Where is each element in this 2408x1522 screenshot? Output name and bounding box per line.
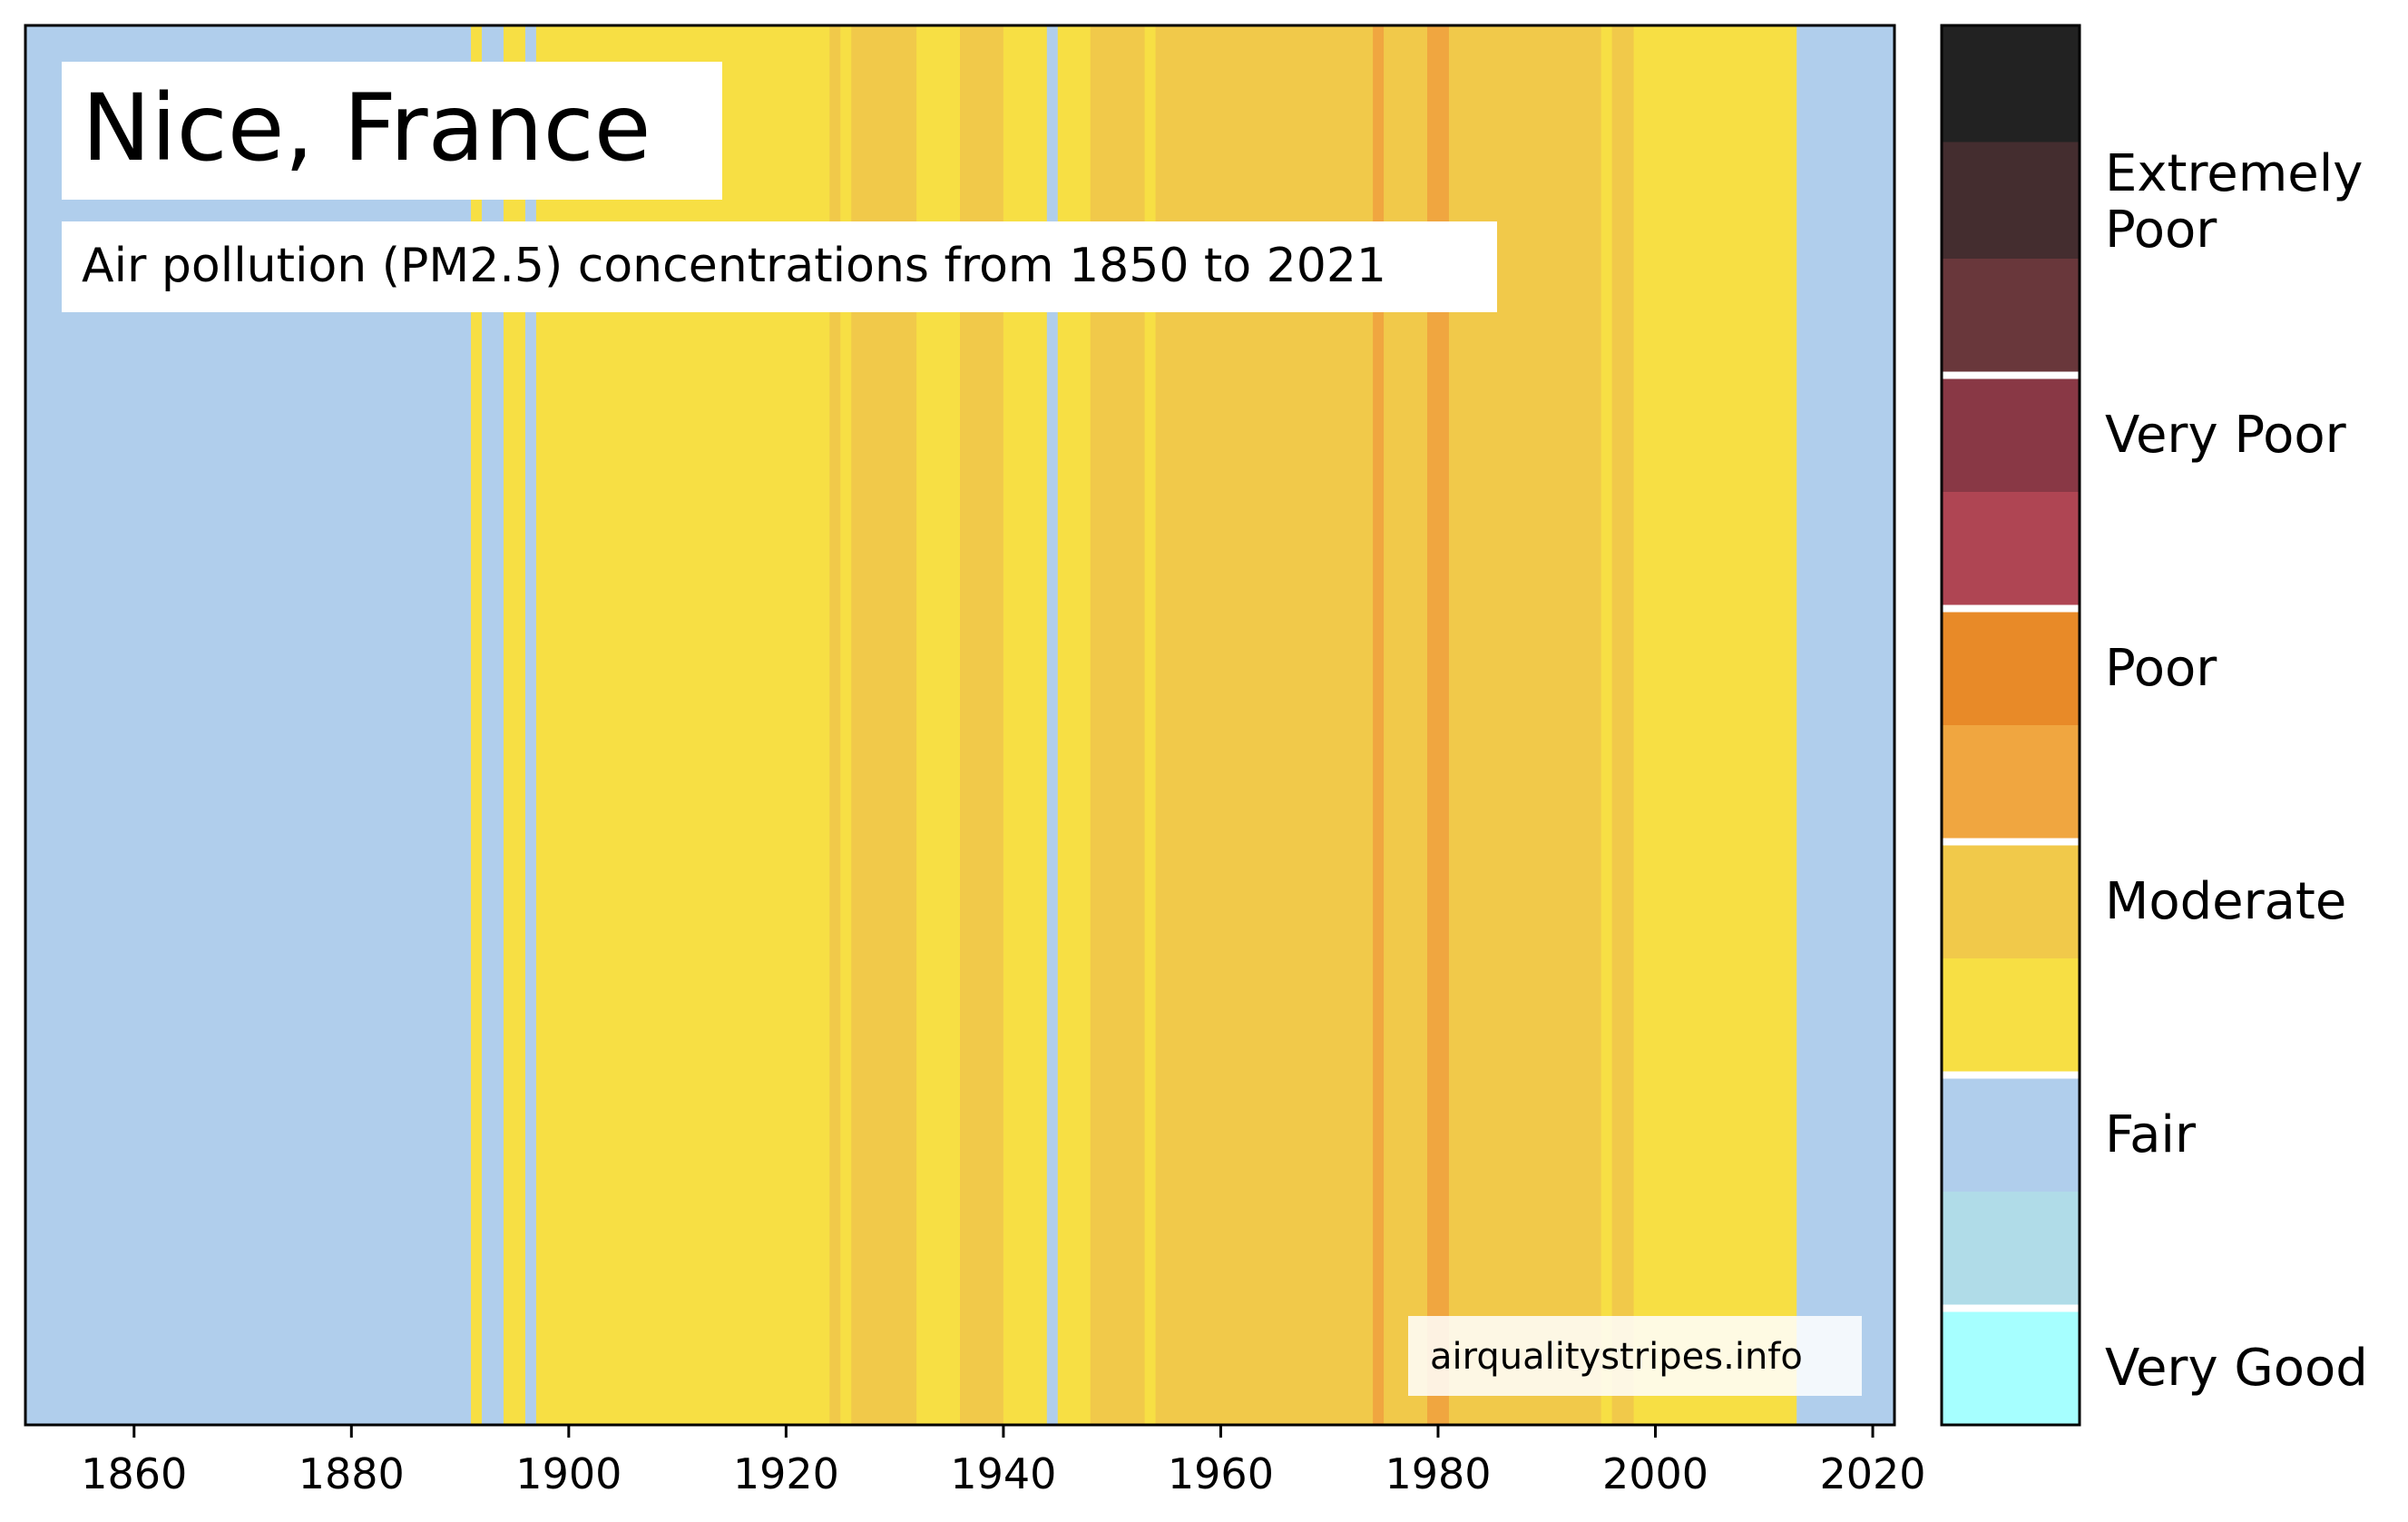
plot-frame — [24, 24, 1896, 1427]
colorbar-band — [1942, 142, 2080, 260]
colorbar-frame — [1940, 24, 2081, 1427]
colorbar-band — [1942, 608, 2080, 726]
colorbar — [1942, 25, 2080, 1426]
colorbar-label: Poor — [2105, 639, 2217, 698]
stripe-1924 — [829, 25, 841, 1425]
x-tick-label: 1920 — [733, 1449, 839, 1498]
colorbar-band — [1942, 259, 2080, 377]
title-box: Nice, France — [62, 62, 722, 200]
subtitle-box: Air pollution (PM2.5) concentrations fro… — [62, 221, 1497, 312]
stripe-1998 — [1633, 25, 1797, 1425]
x-tick-label: 1940 — [950, 1449, 1056, 1498]
colorbar-band — [1942, 1308, 2080, 1426]
stripe-1944 — [1046, 25, 1059, 1425]
colorbar-labels: Extremely Poor Very Poor Poor Moderate Fair Ve… — [2105, 144, 2368, 1398]
credit-box: airqualitystripes.info — [1408, 1316, 1862, 1396]
x-tick-label: 1960 — [1168, 1449, 1274, 1498]
colorbar-band — [1942, 492, 2080, 610]
x-tick-label: 1880 — [299, 1449, 405, 1498]
chart-subtitle: Air pollution (PM2.5) concentrations fro… — [82, 239, 1386, 293]
colorbar-label: Fair — [2105, 1105, 2197, 1164]
stripe-1995 — [1600, 25, 1613, 1425]
stripe-1996 — [1611, 25, 1635, 1425]
title-background — [62, 62, 722, 200]
x-tick-label: 2020 — [1820, 1449, 1926, 1498]
x-tick-label: 2000 — [1602, 1449, 1708, 1498]
colorbar-label: Moderate — [2105, 872, 2346, 931]
x-tick-label: 1900 — [515, 1449, 622, 1498]
colorbar-band — [1942, 25, 2080, 143]
x-tick-label: 1980 — [1385, 1449, 1491, 1498]
colorbar-separator — [1942, 838, 2080, 846]
stripe-1953 — [1144, 25, 1157, 1425]
colorbar-label: Extremely Poor — [2105, 144, 2363, 260]
colorbar-separator — [1942, 604, 2080, 613]
colorbar-separator — [1942, 1071, 2080, 1079]
colorbar-band — [1942, 958, 2080, 1076]
colorbar-band — [1942, 841, 2080, 959]
colorbar-band — [1942, 1075, 2080, 1193]
stripe-1925 — [840, 25, 852, 1425]
subtitle-background — [62, 221, 1497, 312]
stripe-1891 — [471, 25, 483, 1425]
colorbar-band — [1942, 725, 2080, 843]
chart-title: Nice, France — [82, 74, 651, 182]
colorbar-separator — [1942, 371, 2080, 379]
colorbar-label: Very Poor — [2105, 406, 2347, 465]
colorbar-label: Very Good — [2105, 1339, 2368, 1398]
credit-background — [1408, 1316, 1862, 1396]
colorbar-band — [1942, 375, 2080, 493]
colorbar-band — [1942, 1192, 2080, 1310]
x-tick-label: 1860 — [81, 1449, 187, 1498]
credit-label: airqualitystripes.info — [1430, 1336, 1803, 1378]
stripe-1896 — [524, 25, 537, 1425]
stripe-2013 — [1796, 25, 1895, 1425]
x-axis: 1860 1880 1900 1920 1940 1960 1980 2000 2020 — [81, 1425, 1926, 1498]
colorbar-separator — [1942, 1304, 2080, 1312]
stripe-1974 — [1373, 25, 1385, 1425]
